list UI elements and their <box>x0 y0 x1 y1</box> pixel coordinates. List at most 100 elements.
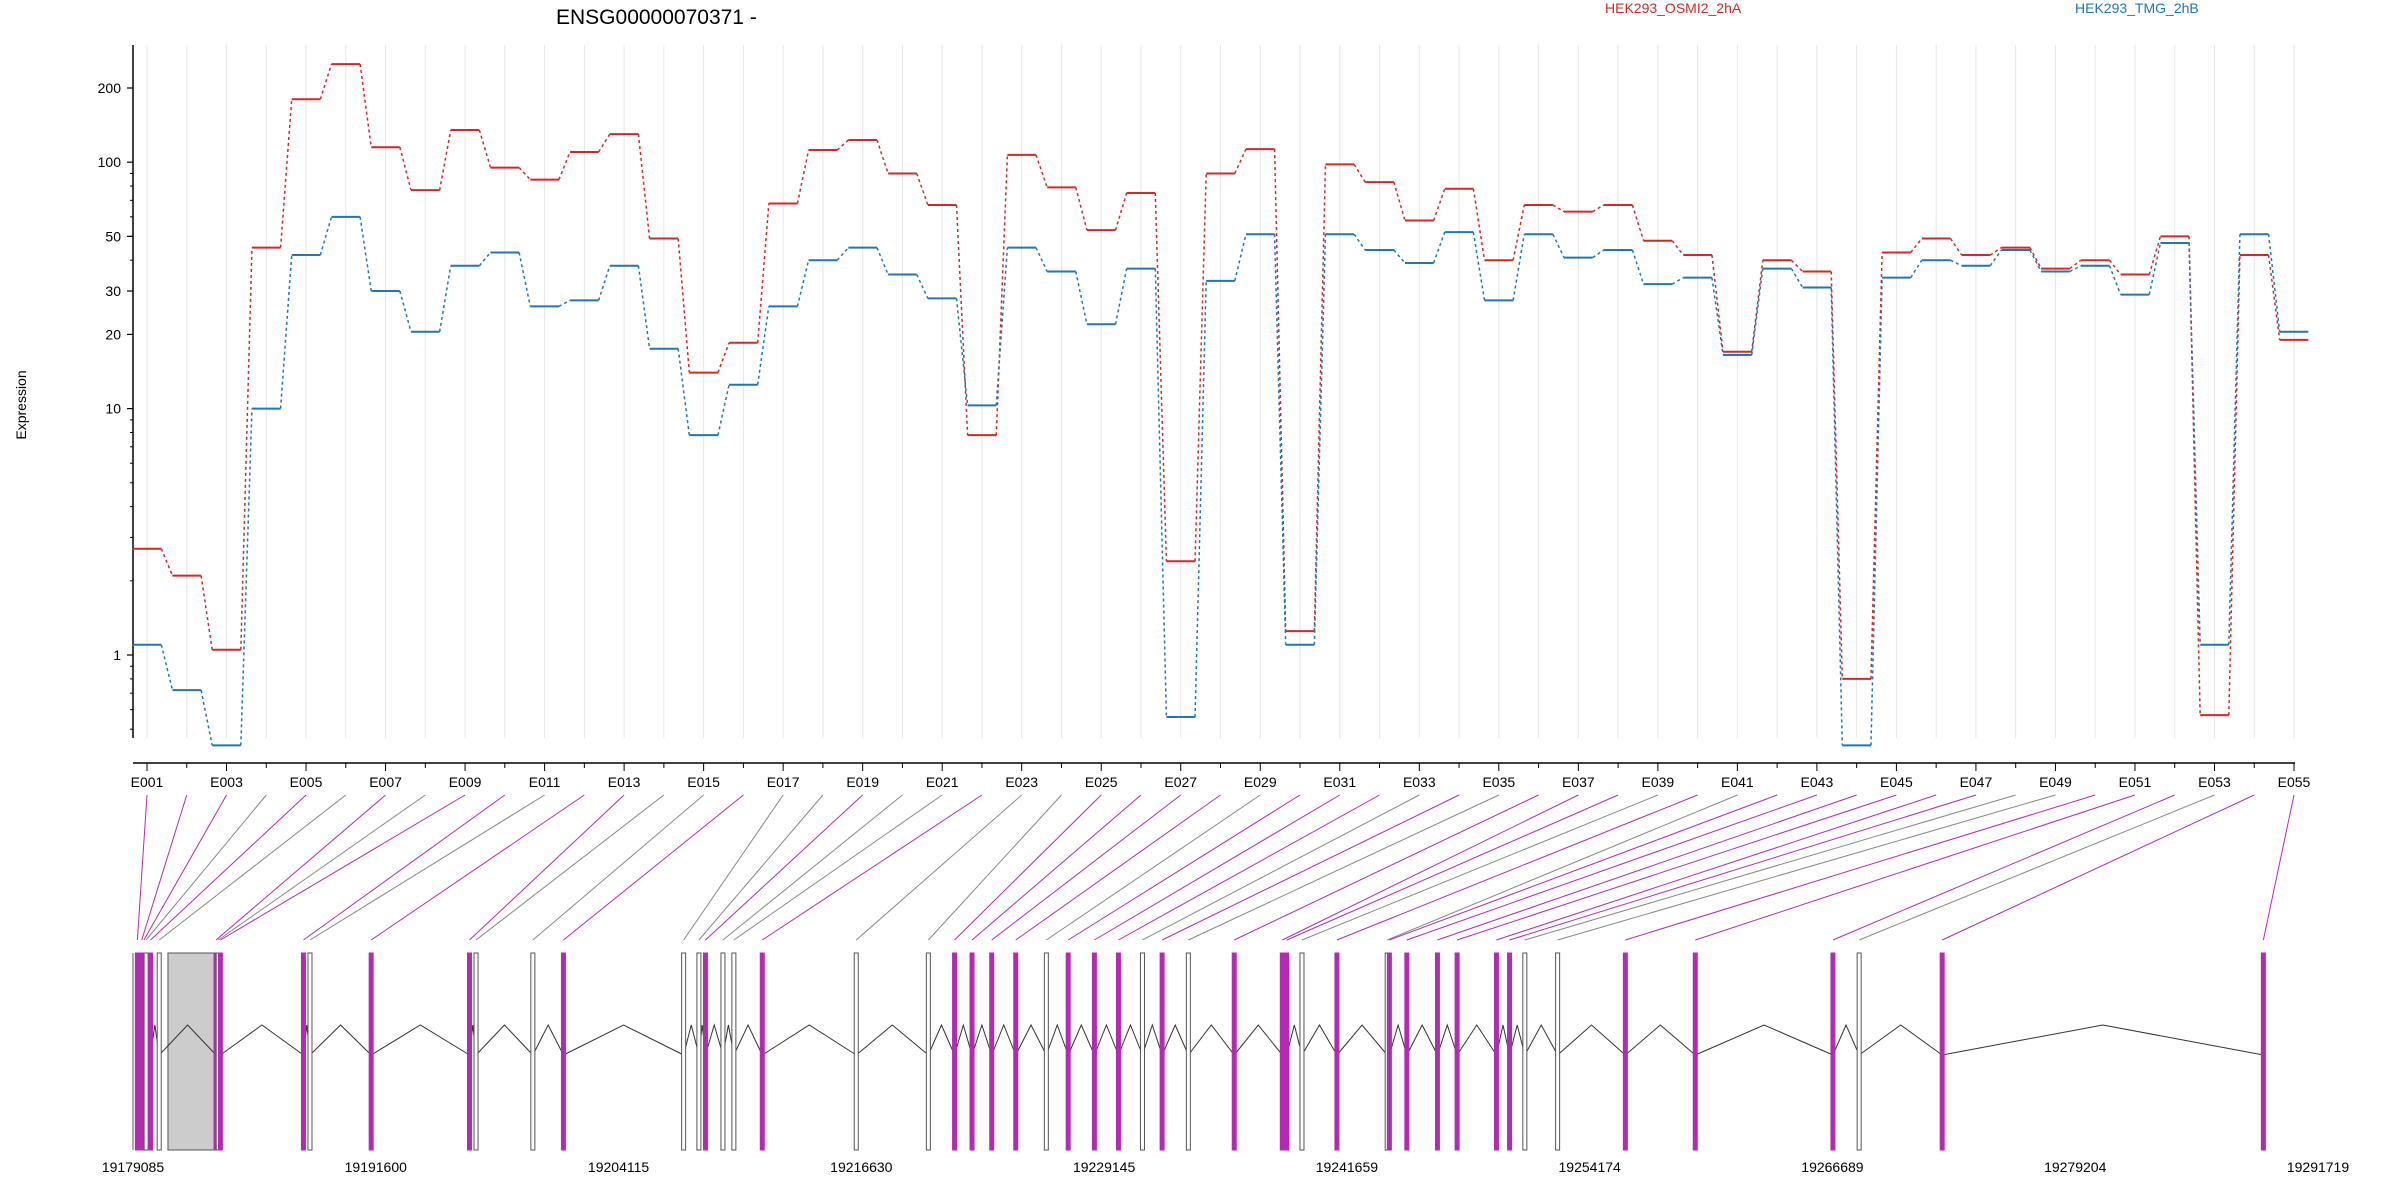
intron-chevron <box>683 1024 700 1056</box>
connector-e044 <box>1437 794 1857 941</box>
series-2-connector <box>1432 231 1446 264</box>
connector-e052 <box>1832 794 2175 941</box>
series-2-connector <box>478 252 492 267</box>
intron-chevron <box>733 1023 763 1056</box>
exon-bar-e016 <box>560 952 566 1151</box>
series-1-connector <box>1830 271 1844 679</box>
y-tick-label: 200 <box>98 80 122 96</box>
connector-e032 <box>1118 794 1380 941</box>
intron-chevron <box>370 1024 470 1056</box>
intron-chevron <box>762 1024 857 1056</box>
exon-bar-e046 <box>1493 952 1499 1151</box>
exon-bar-e026 <box>969 952 975 1151</box>
series-2-connector <box>1194 280 1207 718</box>
exon-bar-e017 <box>681 952 687 1151</box>
series-2-connector <box>518 252 532 307</box>
series-1-connector <box>478 129 492 168</box>
exon-bar-e033 <box>1139 952 1145 1151</box>
intron-chevron <box>309 1024 372 1056</box>
intron-chevron <box>1858 1024 1943 1056</box>
connector-e010 <box>303 794 506 941</box>
series-2-connector <box>2069 265 2082 273</box>
exon-bar-e020 <box>720 952 726 1151</box>
series-2-connector <box>160 644 174 691</box>
series-1-connector <box>319 63 333 100</box>
y-tick-label: 20 <box>105 326 121 342</box>
connector-e016 <box>563 794 744 941</box>
x-tick-label: E039 <box>1642 774 1675 790</box>
y-axis-label: Expression <box>13 370 29 439</box>
x-tick-label: E027 <box>1164 774 1197 790</box>
series-1-connector <box>2108 259 2122 275</box>
x-tick-label: E041 <box>1721 774 1754 790</box>
intron-chevron <box>1625 1024 1696 1056</box>
x-tick-label: E031 <box>1323 774 1356 790</box>
series-2-connector <box>1910 259 1923 279</box>
exon-bar-e055 <box>2260 952 2266 1151</box>
exon-bar-e013 <box>466 952 472 1151</box>
connector-e026 <box>971 794 1142 941</box>
connector-e005 <box>150 794 307 941</box>
series-2-connector <box>1114 268 1128 325</box>
series-1-connector <box>2267 254 2281 340</box>
x-tick-label: E011 <box>529 774 561 790</box>
series-2-connector <box>2108 265 2122 295</box>
intron-chevron <box>1187 1024 1235 1056</box>
coordinate-tick-label: 19241659 <box>1316 1159 1379 1175</box>
exon-bar-e009 <box>217 952 223 1151</box>
connector-e042 <box>1389 794 1778 941</box>
exon-bar-e049 <box>1555 952 1561 1151</box>
series-1-connector <box>717 342 730 373</box>
connector-e009 <box>220 794 466 941</box>
series-1-connector <box>2069 259 2082 270</box>
series-1-connector <box>2029 247 2042 269</box>
x-tick-label: E021 <box>926 774 959 790</box>
series-1-connector <box>200 575 213 650</box>
connector-e008 <box>217 794 426 941</box>
exon-connectors <box>136 794 2295 941</box>
intron-chevron <box>1456 1024 1497 1056</box>
series-2-connector <box>1273 234 1287 645</box>
y-tick-label: 10 <box>105 401 121 417</box>
connector-e039 <box>1301 794 1659 941</box>
series-2-connector <box>1393 249 1406 264</box>
exon-bar-e006 <box>156 952 162 1151</box>
exon-bar-e047 <box>1507 952 1513 1151</box>
intron-chevron <box>1406 1023 1438 1056</box>
connector-e025 <box>954 794 1102 941</box>
series-1-connector <box>1870 252 1883 679</box>
coordinate-axis: 19179085 19191600 19204115 19216630 19229145… <box>102 1159 2350 1175</box>
x-tick-label: E053 <box>2198 774 2231 790</box>
series-1-connector <box>836 139 849 151</box>
exon-bar-e048 <box>1522 952 1528 1151</box>
x-axis: E001 E003 E005 E007 E009 E011 E013 E015 E017 E019… <box>131 762 2311 790</box>
series-2-connector <box>1592 249 1605 259</box>
connector-e023 <box>855 794 1023 941</box>
exon-bar-e053 <box>1856 952 1862 1151</box>
x-tick-label: E025 <box>1085 774 1118 790</box>
intron-chevron <box>1286 1024 1303 1056</box>
series-1-connector <box>1075 187 1088 231</box>
exon-bar-e054 <box>1939 952 1945 1151</box>
connector-e040 <box>1336 794 1698 941</box>
chart-title: ENSG00000070371 - <box>556 6 757 29</box>
series-2-connector <box>1671 276 1684 285</box>
series-2-connector <box>637 265 651 349</box>
series-1-connector <box>2228 254 2241 716</box>
intron-chevron <box>704 1023 724 1056</box>
series-2-connector <box>399 290 412 332</box>
coordinate-tick-label: 19254174 <box>1559 1159 1622 1175</box>
x-tick-label: E043 <box>1801 774 1834 790</box>
connector-e045 <box>1456 794 1897 941</box>
exon-bar-e034 <box>1159 952 1165 1151</box>
expression-lines <box>132 63 2309 747</box>
connector-e003 <box>143 794 227 941</box>
series-1-connector <box>637 134 651 239</box>
x-tick-label: E009 <box>449 774 482 790</box>
connector-e051 <box>1695 794 2136 941</box>
coordinate-tick-label: 19229145 <box>1073 1159 1136 1175</box>
intron-chevron <box>1045 1023 1069 1056</box>
gene-model <box>132 952 2266 1151</box>
series-1-connector <box>1949 238 1963 256</box>
